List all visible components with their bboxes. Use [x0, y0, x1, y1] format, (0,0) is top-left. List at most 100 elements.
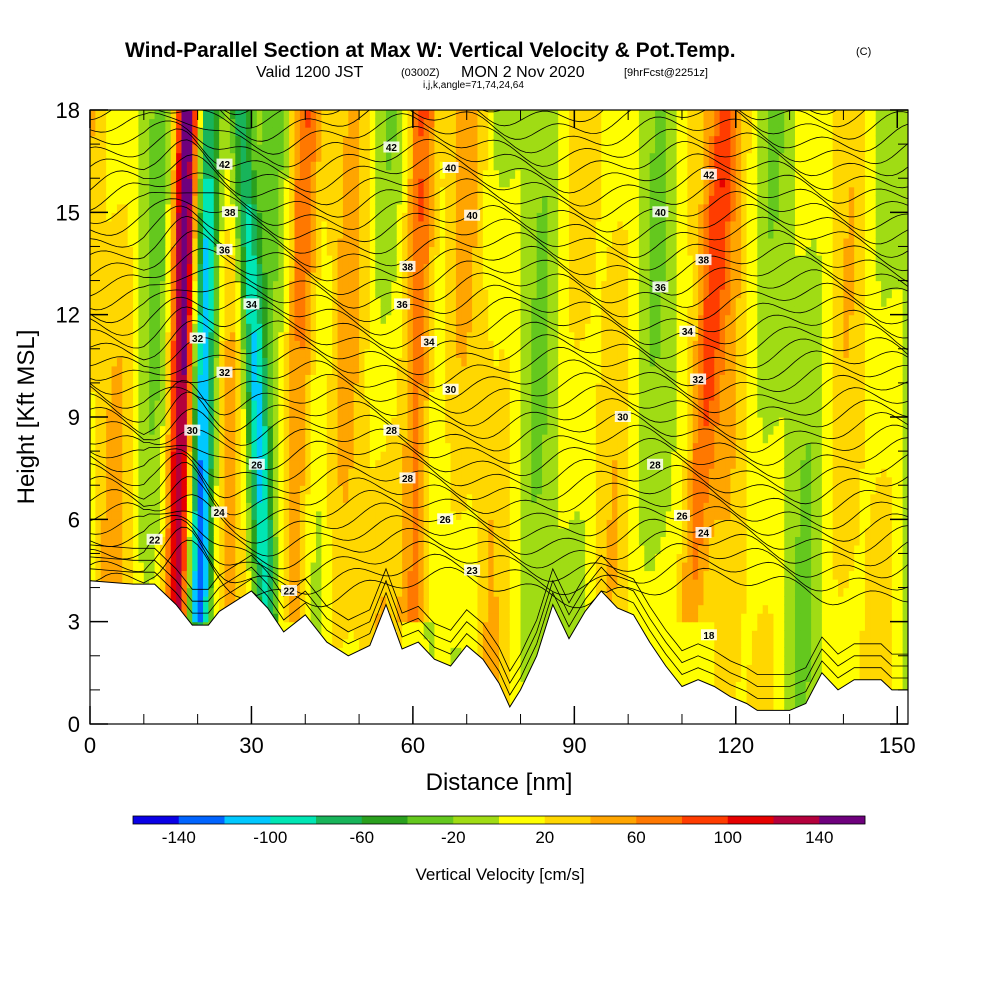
velocity-cell — [181, 374, 188, 384]
velocity-cell — [289, 510, 296, 520]
velocity-cell — [499, 340, 505, 350]
velocity-cell — [504, 323, 511, 333]
velocity-cell — [267, 246, 274, 256]
velocity-cell — [418, 110, 425, 120]
velocity-cell — [106, 365, 113, 375]
velocity-cell — [95, 519, 102, 529]
velocity-cell — [332, 408, 339, 418]
velocity-cell — [106, 561, 113, 572]
velocity-cell — [143, 357, 150, 367]
velocity-cell — [159, 203, 166, 213]
velocity-cell — [289, 365, 296, 375]
velocity-cell — [499, 519, 505, 529]
velocity-cell — [299, 527, 306, 537]
velocity-cell — [251, 434, 258, 444]
velocity-cell — [208, 340, 215, 350]
velocity-cell — [332, 203, 339, 213]
velocity-cell — [326, 118, 333, 128]
velocity-cell — [224, 186, 231, 196]
velocity-cell — [450, 451, 457, 461]
velocity-cell — [434, 161, 441, 171]
velocity-cell — [240, 365, 247, 375]
velocity-cell — [375, 263, 382, 273]
velocity-cell — [515, 638, 522, 648]
velocity-cell — [466, 408, 473, 418]
velocity-cell — [165, 306, 172, 316]
velocity-cell — [262, 280, 269, 290]
velocity-cell — [429, 553, 436, 563]
velocity-cell — [159, 314, 166, 324]
velocity-cell — [499, 246, 505, 256]
velocity-cell — [445, 468, 452, 478]
velocity-cell — [106, 314, 113, 324]
velocity-cell — [246, 417, 253, 427]
velocity-cell — [364, 579, 371, 589]
velocity-cell — [488, 348, 495, 358]
velocity-cell — [159, 220, 166, 230]
velocity-cell — [316, 306, 323, 316]
velocity-cell — [380, 263, 387, 273]
velocity-cell — [165, 178, 172, 188]
velocity-cell — [326, 272, 333, 282]
velocity-cell — [466, 246, 473, 256]
velocity-cell — [127, 476, 134, 486]
velocity-cell — [359, 638, 366, 648]
velocity-cell — [472, 203, 479, 213]
velocity-cell — [337, 246, 344, 256]
velocity-cell — [122, 468, 129, 478]
velocity-cell — [305, 536, 312, 546]
velocity-cell — [278, 510, 285, 520]
velocity-cell — [283, 289, 290, 299]
velocity-cell — [165, 220, 172, 230]
velocity-cell — [385, 485, 392, 495]
velocity-cell — [477, 229, 484, 239]
velocity-cell — [353, 459, 360, 469]
velocity-cell — [154, 229, 161, 239]
velocity-cell — [294, 357, 301, 367]
velocity-cell — [111, 425, 118, 435]
velocity-cell — [359, 280, 366, 290]
velocity-cell — [95, 561, 102, 572]
velocity-cell — [267, 348, 274, 358]
velocity-cell — [499, 417, 505, 427]
velocity-cell — [116, 502, 123, 512]
velocity-cell — [283, 254, 290, 265]
velocity-cell — [122, 357, 129, 367]
velocity-cell — [143, 272, 150, 282]
velocity-cell — [256, 254, 263, 265]
velocity-cell — [122, 510, 129, 520]
velocity-cell — [294, 246, 301, 256]
velocity-cell — [262, 527, 269, 537]
velocity-cell — [299, 280, 306, 290]
velocity-cell — [316, 391, 323, 401]
velocity-cell — [332, 237, 339, 248]
velocity-cell — [100, 417, 107, 427]
velocity-cell — [224, 357, 231, 367]
velocity-cell — [488, 195, 495, 205]
velocity-cell — [181, 596, 188, 606]
velocity-cell — [251, 110, 258, 120]
velocity-cell — [359, 459, 366, 469]
velocity-cell — [278, 579, 285, 589]
velocity-cell — [310, 417, 317, 427]
velocity-cell — [375, 152, 382, 162]
velocity-cell — [143, 434, 150, 444]
velocity-cell — [407, 519, 414, 529]
velocity-cell — [342, 331, 349, 341]
velocity-cell — [208, 408, 215, 418]
velocity-cell — [359, 408, 366, 418]
velocity-cell — [138, 425, 145, 435]
velocity-cell — [499, 169, 505, 179]
velocity-cell — [289, 425, 296, 435]
velocity-cell — [310, 476, 317, 486]
velocity-cell — [439, 254, 446, 265]
velocity-cell — [138, 519, 145, 529]
velocity-cell — [450, 365, 457, 375]
velocity-cell — [461, 365, 468, 375]
velocity-cell — [369, 399, 376, 410]
velocity-cell — [262, 254, 269, 265]
velocity-cell — [396, 399, 403, 410]
velocity-cell — [208, 570, 215, 580]
velocity-cell — [493, 408, 500, 418]
velocity-cell — [445, 391, 452, 401]
